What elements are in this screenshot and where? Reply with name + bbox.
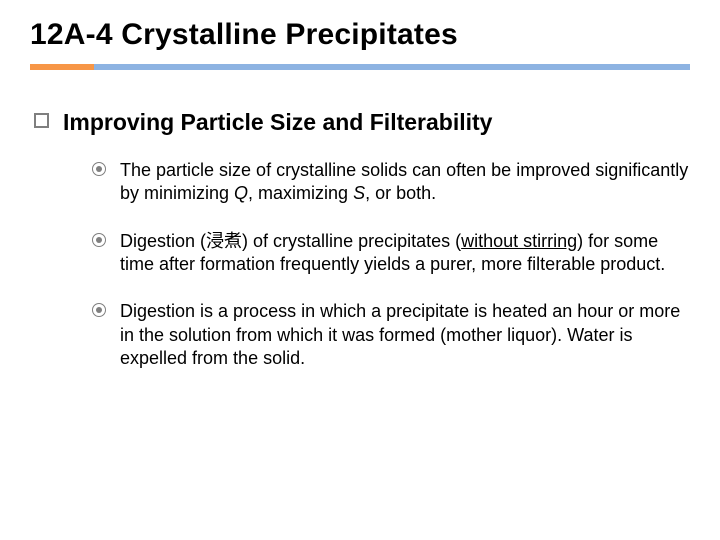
square-bullet-icon bbox=[34, 113, 49, 128]
underline-band bbox=[94, 64, 690, 70]
cjk-text: 浸煮 bbox=[206, 231, 242, 251]
list-item: Digestion (浸煮) of crystalline precipitat… bbox=[92, 230, 690, 277]
bullet-text-2: Digestion (浸煮) of crystalline precipitat… bbox=[120, 230, 690, 277]
title-underline bbox=[30, 64, 690, 70]
text-fragment: , or both. bbox=[365, 183, 436, 203]
circle-dot-bullet-icon bbox=[92, 162, 106, 176]
bullet-list: The particle size of crystalline solids … bbox=[92, 159, 690, 371]
text-fragment: , maximizing bbox=[248, 183, 353, 203]
slide-title: 12A-4 Crystalline Precipitates bbox=[30, 18, 690, 52]
underline-text: without stirring bbox=[461, 231, 577, 251]
bullet-text-1: The particle size of crystalline solids … bbox=[120, 159, 690, 206]
text-fragment: ) of crystalline precipitates ( bbox=[242, 231, 461, 251]
accent-bar bbox=[30, 64, 94, 70]
section-heading: Improving Particle Size and Filterabilit… bbox=[63, 108, 492, 137]
list-item: Digestion is a process in which a precip… bbox=[92, 300, 690, 370]
circle-dot-bullet-icon bbox=[92, 233, 106, 247]
text-fragment: Digestion ( bbox=[120, 231, 206, 251]
bullet-text-3: Digestion is a process in which a precip… bbox=[120, 300, 690, 370]
section-heading-row: Improving Particle Size and Filterabilit… bbox=[34, 108, 690, 137]
content-area: Improving Particle Size and Filterabilit… bbox=[30, 108, 690, 370]
circle-dot-bullet-icon bbox=[92, 303, 106, 317]
italic-q: Q bbox=[234, 183, 248, 203]
slide: 12A-4 Crystalline Precipitates Improving… bbox=[0, 0, 720, 540]
list-item: The particle size of crystalline solids … bbox=[92, 159, 690, 206]
italic-s: S bbox=[353, 183, 365, 203]
